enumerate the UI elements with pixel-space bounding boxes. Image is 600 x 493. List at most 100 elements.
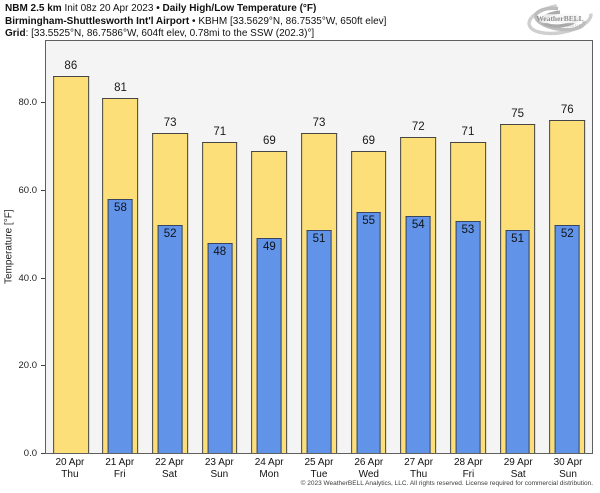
low-value-label: 53 (461, 223, 475, 236)
x-tick-day: Sun (210, 468, 229, 480)
x-tick-date: 21 Apr (105, 457, 135, 468)
low-value-label: 52 (163, 228, 177, 241)
plot-area: 86 81 58 73 52 71 48 69 49 73 51 69 55 72 54 71 53 75 51 76… (45, 40, 593, 454)
low-value-label: 48 (213, 245, 227, 258)
y-tick-mark (41, 102, 45, 104)
x-tick-label: 29 Apr Sat (493, 457, 543, 480)
x-tick-date: 30 Apr (553, 457, 583, 468)
x-tick-date: 29 Apr (503, 457, 533, 468)
x-tick-day: Fri (113, 468, 126, 480)
x-tick-date: 25 Apr (304, 457, 334, 468)
high-value-label: 72 (411, 121, 425, 134)
x-tick-label: 25 Apr Tue (294, 457, 344, 480)
day-column: 81 58 (96, 41, 146, 453)
x-tick-label: 22 Apr Sat (145, 457, 195, 480)
low-bar: 52 (157, 225, 183, 453)
y-tick-label: 0.0 (23, 448, 37, 459)
weatherbell-logo: WeatherBELL Analytics LLC (526, 2, 594, 36)
high-bar (52, 76, 89, 453)
low-value-label: 52 (560, 228, 574, 241)
station-separator: • (192, 15, 196, 27)
x-tick-label: 24 Apr Mon (244, 457, 294, 480)
high-value-label: 76 (560, 103, 574, 116)
title-separator: • (156, 3, 160, 14)
grid-info: : [33.5525°N, 86.7586°W, 604ft elev, 0.7… (25, 28, 315, 39)
x-tick-day: Thu (409, 468, 428, 480)
title-line-3: Grid: [33.5525°N, 86.7586°W, 604ft elev,… (5, 28, 386, 41)
logo-swirl-icon: WeatherBELL Analytics LLC (527, 2, 593, 36)
model-name: NBM 2.5 km (5, 3, 62, 14)
day-column: 73 52 (145, 41, 195, 453)
low-bar: 52 (554, 225, 580, 453)
y-tick-mark (41, 365, 45, 367)
low-bar: 53 (455, 220, 481, 453)
y-tick-mark (41, 277, 45, 279)
high-value-label: 75 (511, 108, 524, 121)
y-tick-label: 60.0 (18, 185, 38, 196)
day-column: 72 54 (393, 41, 443, 453)
bars-row: 86 81 58 73 52 71 48 69 49 73 51 69 55 72 54 71 53 75 51 76… (46, 41, 592, 453)
station-name: Birmingham-Shuttlesworth Int'l Airport (5, 15, 190, 27)
init-time: Init 08z 20 Apr 2023 (64, 3, 154, 14)
x-tick-label: 23 Apr Sun (194, 457, 244, 480)
x-labels-row: 20 Apr Thu 21 Apr Fri 22 Apr Sat 23 Apr Sun 24 A… (45, 457, 593, 480)
low-value-label: 49 (262, 241, 276, 254)
x-tick-day: Sat (162, 468, 178, 480)
x-tick-label: 21 Apr Fri (95, 457, 145, 480)
x-tick-date: 23 Apr (204, 457, 234, 468)
high-value-label: 86 (64, 60, 78, 73)
title-line-2: Birmingham-Shuttlesworth Int'l Airport •… (5, 16, 386, 29)
y-tick-label: 80.0 (18, 97, 38, 109)
day-column: 75 51 (493, 41, 543, 453)
high-value-label: 73 (312, 117, 326, 129)
x-tick-day: Sun (559, 468, 577, 480)
day-column: 69 49 (245, 41, 295, 453)
day-column: 71 53 (443, 41, 493, 453)
high-value-label: 71 (461, 125, 475, 138)
low-bar: 51 (306, 229, 332, 453)
low-bar: 55 (356, 211, 382, 453)
x-tick-day: Tue (310, 468, 328, 480)
high-value-label: 69 (362, 134, 376, 147)
day-column: 69 55 (344, 41, 394, 453)
grid-label: Grid (5, 28, 26, 39)
product-name: Daily High/Low Temperature (°F) (162, 3, 317, 14)
low-value-label: 55 (362, 214, 376, 227)
low-bar: 48 (207, 242, 233, 453)
y-tick-mark (41, 453, 45, 454)
x-tick-date: 27 Apr (404, 457, 434, 468)
day-column: 76 52 (542, 41, 592, 453)
low-value-label: 58 (114, 201, 127, 214)
x-tick-label: 30 Apr Sun (543, 457, 593, 480)
x-tick-label: 27 Apr Thu (394, 457, 444, 480)
x-tick-label: 26 Apr Wed (344, 457, 394, 480)
copyright-notice: © 2023 WeatherBELL Analytics, LLC. All r… (300, 480, 593, 487)
low-bar: 51 (505, 229, 530, 453)
high-value-label: 73 (163, 117, 177, 129)
high-value-label: 81 (114, 82, 127, 94)
x-tick-date: 28 Apr (453, 457, 483, 468)
y-tick-mark (41, 190, 45, 191)
low-bar: 49 (256, 238, 282, 453)
x-tick-date: 22 Apr (155, 457, 184, 468)
x-tick-label: 28 Apr Fri (444, 457, 494, 480)
high-value-label: 69 (262, 134, 276, 147)
high-value-label: 71 (213, 125, 227, 138)
day-column: 71 48 (195, 41, 245, 453)
x-tick-date: 24 Apr (254, 457, 284, 468)
x-tick-day: Mon (259, 468, 279, 480)
low-bar: 54 (405, 216, 431, 453)
x-tick-day: Sat (510, 468, 526, 480)
x-tick-day: Thu (61, 468, 79, 480)
day-column: 86 (46, 41, 96, 453)
low-value-label: 54 (411, 219, 425, 232)
x-tick-date: 20 Apr (55, 457, 85, 468)
logo-sub-text: Analytics LLC (561, 23, 582, 27)
low-value-label: 51 (511, 232, 524, 245)
low-value-label: 51 (312, 232, 326, 245)
x-tick-day: Wed (358, 468, 379, 480)
y-tick-label: 40.0 (18, 272, 38, 284)
logo-brand-text: WeatherBELL (536, 14, 583, 23)
x-tick-date: 26 Apr (354, 457, 384, 468)
